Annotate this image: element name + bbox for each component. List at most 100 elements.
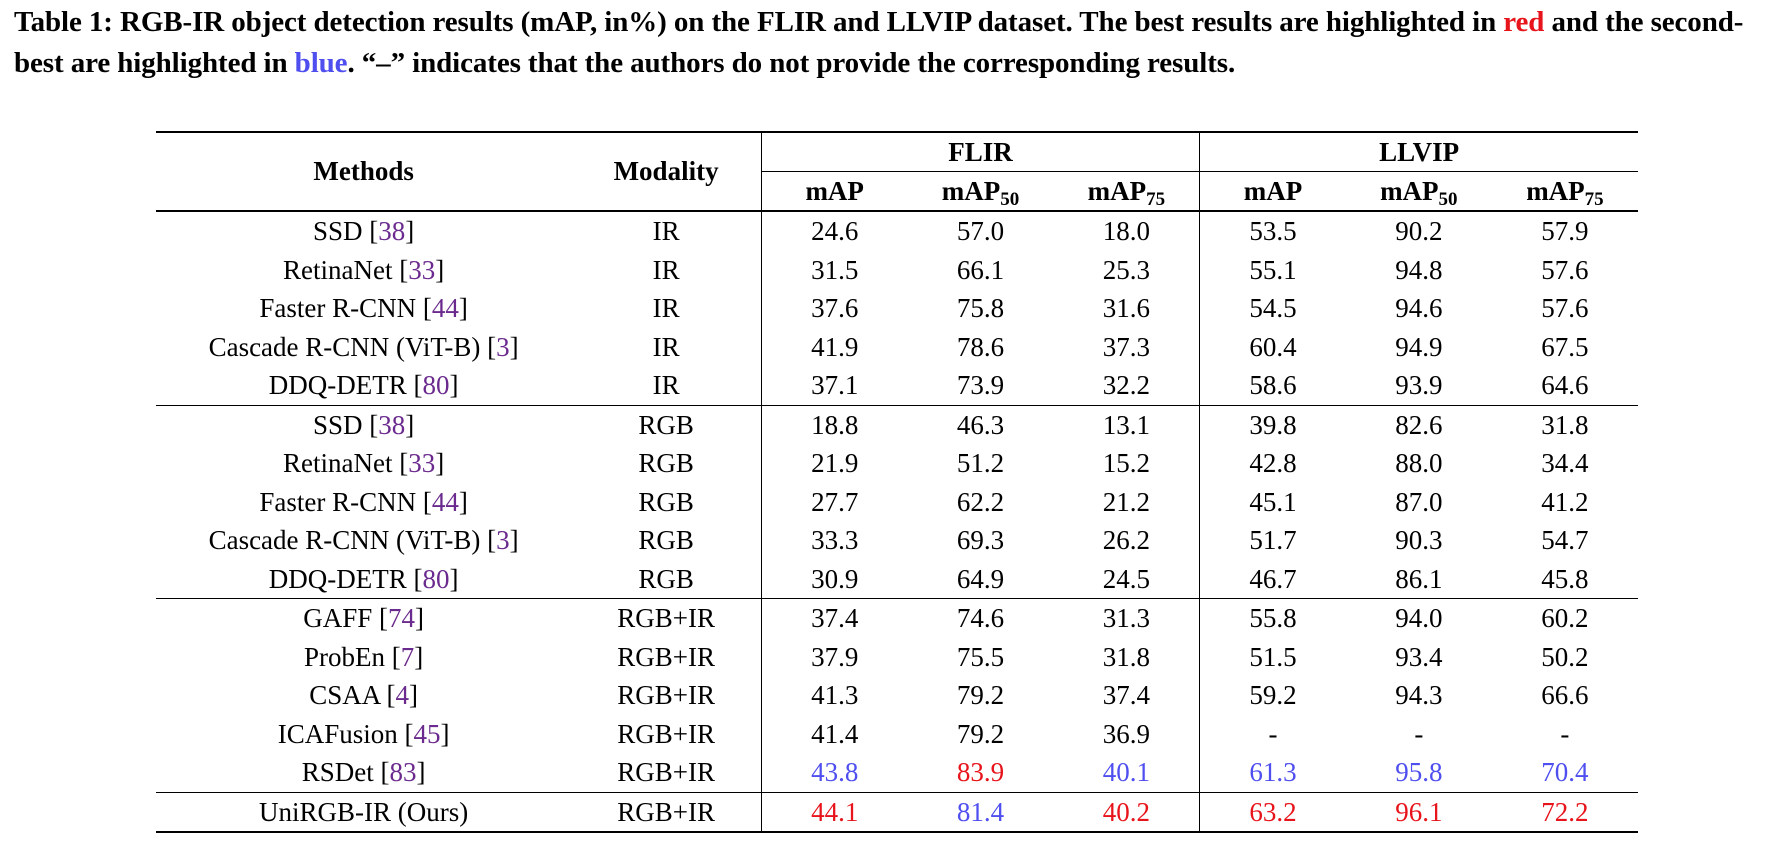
value-cell: 50.2 xyxy=(1541,641,1589,672)
value-cell: 81.4 xyxy=(907,791,1054,833)
value-cell: 55.1 xyxy=(1199,250,1346,289)
method-name: DDQ-DETR xyxy=(268,370,407,400)
modality-cell: RGB+IR xyxy=(617,718,715,749)
value-cell: 57.9 xyxy=(1541,216,1589,246)
method-name: ICAFusion xyxy=(277,718,398,749)
value-cell: 40.2 xyxy=(1053,791,1200,833)
citation-link[interactable]: 45 xyxy=(413,718,441,749)
citation-link[interactable]: 83 xyxy=(389,757,417,787)
value-cell: 57.6 xyxy=(1541,254,1589,285)
header-llvip-map: mAP xyxy=(1199,171,1346,212)
value-cell: 90.2 xyxy=(1395,216,1443,246)
value-cell: 88.0 xyxy=(1395,448,1443,478)
value-cell: 21.2 xyxy=(1102,486,1150,517)
header-llvip: LLVIP xyxy=(1199,131,1638,172)
value-cell: 94.6 xyxy=(1395,293,1443,323)
method-cell: DDQ-DETR [80] xyxy=(268,370,459,400)
value-cell: 66.6 xyxy=(1541,680,1589,710)
header-flir-map50: mAP50 xyxy=(907,171,1054,212)
value-cell: 37.9 xyxy=(760,637,908,676)
value-cell: 18.0 xyxy=(1102,216,1150,246)
citation-link[interactable]: 4 xyxy=(395,680,410,710)
value-cell: 45.1 xyxy=(1199,482,1346,521)
method-name: Faster R-CNN xyxy=(259,293,417,323)
citation-link[interactable]: 74 xyxy=(388,603,416,633)
value-cell: 41.4 xyxy=(760,714,908,753)
modality-cell: RGB xyxy=(638,525,694,555)
method-cell: RetinaNet [33] xyxy=(283,448,445,478)
citation-link[interactable]: 33 xyxy=(408,448,436,478)
value-cell: 86.1 xyxy=(1395,563,1443,594)
value-cell: 94.8 xyxy=(1395,254,1443,285)
header-methods: Methods xyxy=(156,131,572,212)
method-cell: Cascade R-CNN (ViT-B) [3] xyxy=(208,525,519,555)
method-name: Cascade R-CNN (ViT-B) xyxy=(208,331,481,362)
value-cell: 51.7 xyxy=(1199,521,1346,560)
citation-link[interactable]: 44 xyxy=(431,486,459,517)
modality-cell: RGB+IR xyxy=(617,680,715,710)
caption-red-word: red xyxy=(1503,6,1545,38)
citation-link[interactable]: 3 xyxy=(496,525,510,555)
value-cell: 74.6 xyxy=(907,598,1054,638)
value-cell: - xyxy=(1199,714,1346,753)
value-cell: 69.3 xyxy=(956,525,1005,555)
value-cell: 72.2 xyxy=(1491,791,1638,833)
value-cell: 79.2 xyxy=(956,680,1005,710)
value-cell: 36.9 xyxy=(1102,718,1150,749)
value-cell: 73.9 xyxy=(956,370,1005,400)
value-cell: 27.7 xyxy=(760,482,908,521)
value-cell: 70.4 xyxy=(1541,757,1589,787)
value-cell: 31.8 xyxy=(1491,404,1638,444)
modality-cell: IR xyxy=(652,331,680,362)
header-flir-map75: mAP75 xyxy=(1053,171,1200,212)
modality-cell: RGB xyxy=(638,448,694,478)
citation-link[interactable]: 3 xyxy=(496,331,510,362)
citation-link[interactable]: 38 xyxy=(378,409,406,440)
value-cell: 43.8 xyxy=(760,753,908,792)
table-row: ICAFusion [45] RGB+IR 41.4 79.2 36.9 - - - xyxy=(156,714,1638,753)
method-cell: Faster R-CNN [44] xyxy=(259,486,468,517)
citation-link[interactable]: 7 xyxy=(400,641,415,672)
modality-cell: RGB xyxy=(638,563,694,594)
value-cell: 24.5 xyxy=(1102,563,1150,594)
value-cell: 94.0 xyxy=(1345,598,1492,638)
table-row: RetinaNet [33] RGB 21.9 51.2 15.2 42.8 88.0 34.… xyxy=(156,444,1638,483)
method-cell: Cascade R-CNN (ViT-B) [3] xyxy=(208,331,519,362)
table-row: Faster R-CNN [44] IR 37.6 75.8 31.6 54.5 94.6 5… xyxy=(156,289,1638,328)
value-cell: 34.4 xyxy=(1541,448,1589,478)
header-llvip-map50: mAP50 xyxy=(1345,171,1492,212)
value-cell: 25.3 xyxy=(1102,254,1150,285)
method-name: DDQ-DETR xyxy=(268,563,407,594)
value-cell: 93.9 xyxy=(1395,370,1443,400)
table-row: CSAA [4] RGB+IR 41.3 79.2 37.4 59.2 94.3 66.6 xyxy=(156,676,1638,715)
modality-cell: RGB xyxy=(571,404,762,444)
caption-text-3: . “–” indicates that the authors do not … xyxy=(347,47,1236,79)
modality-cell: IR xyxy=(652,216,680,246)
value-cell: 13.1 xyxy=(1053,404,1200,444)
value-cell: 37.6 xyxy=(760,289,908,328)
value-cell: 57.6 xyxy=(1541,293,1589,323)
citation-link[interactable]: 33 xyxy=(408,254,436,285)
value-cell: 30.9 xyxy=(760,559,908,599)
value-cell: 60.4 xyxy=(1199,327,1346,366)
value-cell: 96.1 xyxy=(1345,791,1492,833)
citation-link[interactable]: 38 xyxy=(378,216,406,246)
method-cell: UniRGB-IR (Ours) xyxy=(156,791,572,833)
value-cell: 41.9 xyxy=(760,327,908,366)
citation-link[interactable]: 44 xyxy=(431,293,459,323)
caption-text-2: and the second-best are highlighted in xyxy=(14,6,1744,79)
citation-link[interactable]: 80 xyxy=(422,370,450,400)
modality-cell: IR xyxy=(652,254,680,285)
value-cell: 26.2 xyxy=(1102,525,1150,555)
method-cell: GAFF [74] xyxy=(156,598,572,638)
value-cell: 57.0 xyxy=(956,216,1005,246)
citation-link[interactable]: 80 xyxy=(422,563,450,594)
method-cell: SSD [38] xyxy=(156,404,572,444)
value-cell: 63.2 xyxy=(1199,791,1346,833)
value-cell: 41.2 xyxy=(1541,486,1589,517)
value-cell: 21.9 xyxy=(760,444,908,483)
value-cell: 37.1 xyxy=(760,366,908,405)
value-cell: 44.1 xyxy=(760,791,908,833)
value-cell: 40.1 xyxy=(1102,757,1150,787)
modality-cell: RGB xyxy=(638,486,694,517)
